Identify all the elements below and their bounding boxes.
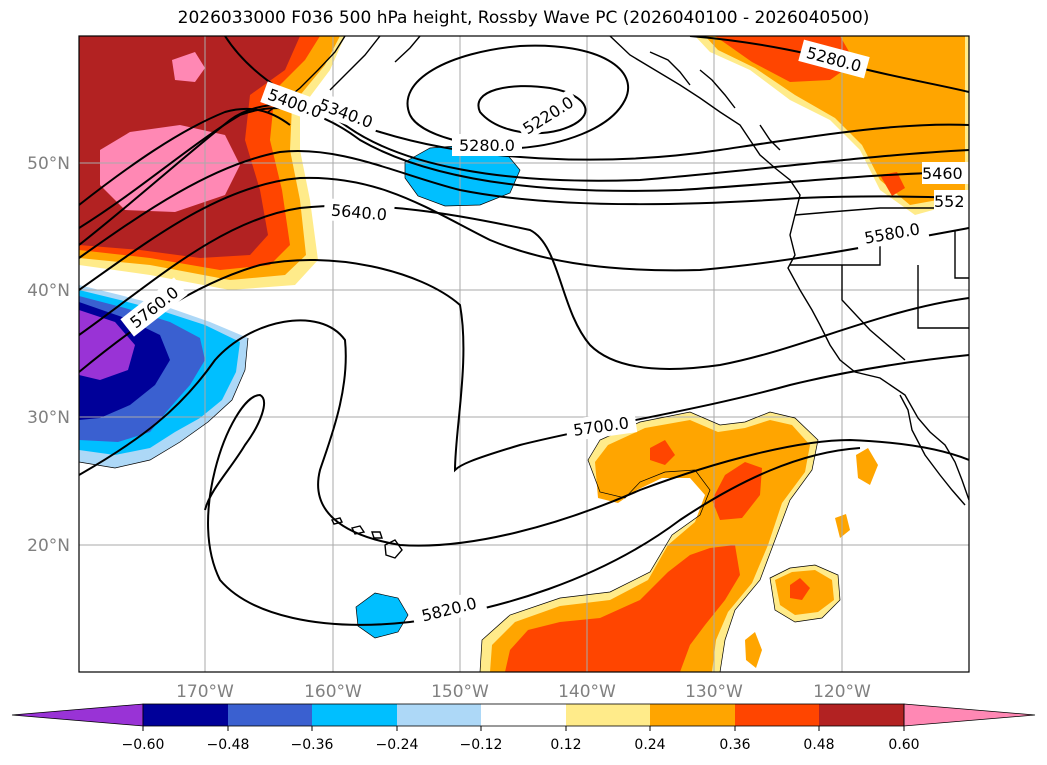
colorbar-label: 0.48 [803, 737, 834, 753]
colorbar-segment [312, 704, 397, 726]
anomaly-outlines [79, 144, 841, 672]
contour-label: 552 [934, 192, 965, 211]
colorbar-segment [650, 704, 735, 726]
contour-5760 [79, 319, 969, 547]
contour-label: 5640.0 [330, 201, 387, 225]
contour-5580 [79, 176, 969, 291]
lat-label: 40°N [27, 281, 70, 301]
lon-label: 130°W [685, 682, 743, 702]
colorbar-ticks [142, 726, 905, 731]
colorbar-label: −0.12 [460, 737, 503, 753]
contour-5820 [204, 393, 861, 626]
colorbar-segment [481, 704, 566, 726]
colorbar-label: −0.24 [376, 737, 419, 753]
colorbar-segment [143, 704, 228, 726]
contour-5700 [79, 259, 969, 473]
lon-labels: 170°W 160°W 150°W 140°W 130°W 120°W [176, 682, 871, 702]
colorbar-segment [228, 704, 312, 726]
colorbar-label: −0.36 [291, 737, 334, 753]
lat-label: 30°N [27, 408, 70, 428]
lon-label: 140°W [558, 682, 616, 702]
contour-label: 5460 [922, 164, 963, 183]
coastlines [267, 36, 969, 506]
colorbar-frame [142, 703, 905, 727]
contour-5520-b [79, 150, 969, 259]
colorbar: −0.60 −0.48 −0.36 −0.24 −0.12 0.12 0.24 … [11, 703, 1036, 753]
colorbar-label: −0.60 [122, 737, 165, 753]
colorbar-label: 0.24 [634, 737, 665, 753]
contour-5460 [79, 107, 969, 229]
colorbar-left-extend [11, 703, 144, 727]
contour-label-bg [120, 39, 969, 629]
lon-label: 170°W [176, 682, 234, 702]
height-contours [79, 36, 969, 626]
map-title: 2026033000 F036 500 hPa height, Rossby W… [177, 8, 870, 28]
colorbar-segment [735, 704, 819, 726]
colorbar-label: 0.36 [719, 737, 750, 753]
contour-5640 [79, 204, 969, 370]
lon-label: 150°W [431, 682, 489, 702]
lat-labels: 50°N 40°N 30°N 20°N [27, 154, 70, 556]
lat-label: 20°N [27, 536, 70, 556]
anomaly-se-positive [480, 412, 878, 672]
lat-label: 50°N [27, 154, 70, 174]
contour-5520 [79, 107, 291, 206]
colorbar-segment [566, 704, 650, 726]
colorbar-label: −0.48 [207, 737, 250, 753]
colorbar-right-extend [903, 703, 1036, 727]
contour-5400 [79, 103, 969, 246]
anomaly-small-negative [356, 593, 408, 638]
contour-label: 5280.0 [459, 136, 515, 155]
colorbar-label: 0.12 [550, 737, 581, 753]
lon-label: 160°W [304, 682, 362, 702]
colorbar-segment [819, 704, 904, 726]
colorbar-segment [397, 704, 481, 726]
contour-5220 [477, 85, 587, 135]
lon-label: 120°W [813, 682, 871, 702]
anomaly-w-negative [79, 285, 248, 468]
map-gridlines [79, 36, 969, 672]
map-frame [78, 35, 970, 673]
colorbar-label: 0.60 [888, 737, 919, 753]
